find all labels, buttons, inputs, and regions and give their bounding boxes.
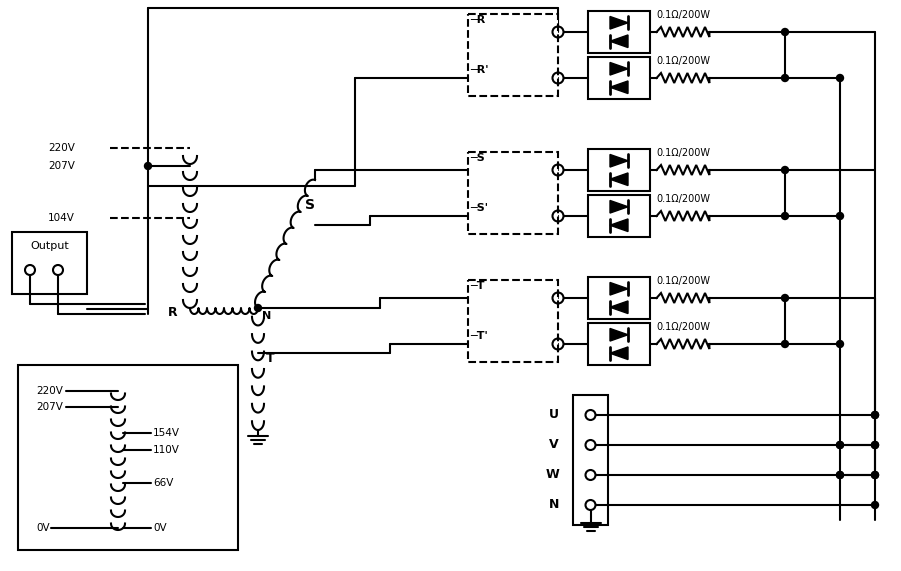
Bar <box>588 277 650 319</box>
Text: Output: Output <box>30 241 68 251</box>
Circle shape <box>871 412 878 419</box>
Polygon shape <box>610 35 628 47</box>
Circle shape <box>871 472 878 478</box>
Text: ─R': ─R' <box>470 65 488 75</box>
Text: 66V: 66V <box>153 478 173 488</box>
Text: 0.1Ω/200W: 0.1Ω/200W <box>656 148 710 158</box>
Bar <box>588 57 650 99</box>
Circle shape <box>836 441 843 448</box>
Text: 0.1Ω/200W: 0.1Ω/200W <box>656 276 710 286</box>
Circle shape <box>871 441 878 448</box>
Circle shape <box>871 501 878 509</box>
Polygon shape <box>610 81 628 94</box>
Bar <box>12 232 87 294</box>
Bar <box>468 280 558 362</box>
Circle shape <box>781 74 788 82</box>
Text: 104V: 104V <box>48 213 75 223</box>
Circle shape <box>836 472 843 478</box>
Text: ─S': ─S' <box>470 203 488 213</box>
Text: 110V: 110V <box>153 445 180 455</box>
Polygon shape <box>610 173 628 186</box>
Text: 0V: 0V <box>153 523 167 533</box>
Text: 0V: 0V <box>36 523 50 533</box>
Circle shape <box>836 340 843 348</box>
Polygon shape <box>610 283 628 295</box>
Text: 220V: 220V <box>48 143 75 153</box>
Circle shape <box>836 472 843 478</box>
Circle shape <box>781 340 788 348</box>
Text: ─T: ─T <box>470 281 485 291</box>
Bar <box>588 149 650 191</box>
Text: S: S <box>305 198 315 212</box>
Circle shape <box>781 295 788 301</box>
Text: 220V: 220V <box>36 386 63 396</box>
Bar <box>588 11 650 53</box>
Polygon shape <box>610 17 628 29</box>
Bar <box>18 365 238 550</box>
Circle shape <box>144 163 151 170</box>
Circle shape <box>836 212 843 219</box>
Text: N: N <box>549 498 559 512</box>
Polygon shape <box>610 219 628 231</box>
Text: T: T <box>266 352 275 364</box>
Circle shape <box>781 29 788 35</box>
Text: 207V: 207V <box>36 402 63 412</box>
Circle shape <box>781 167 788 174</box>
Text: 207V: 207V <box>48 161 75 171</box>
Polygon shape <box>610 328 628 341</box>
Text: 0.1Ω/200W: 0.1Ω/200W <box>656 322 710 332</box>
Circle shape <box>781 212 788 219</box>
Text: N: N <box>262 311 271 321</box>
Bar <box>588 195 650 237</box>
Bar <box>468 152 558 234</box>
Text: ─S: ─S <box>470 153 485 163</box>
Circle shape <box>254 304 261 312</box>
Text: 0.1Ω/200W: 0.1Ω/200W <box>656 194 710 204</box>
Bar <box>573 395 608 525</box>
Text: R: R <box>168 305 177 319</box>
Polygon shape <box>610 62 628 75</box>
Text: 154V: 154V <box>153 428 180 438</box>
Circle shape <box>836 441 843 448</box>
Text: 0.1Ω/200W: 0.1Ω/200W <box>656 56 710 66</box>
Circle shape <box>871 441 878 448</box>
Circle shape <box>871 472 878 478</box>
Polygon shape <box>610 347 628 360</box>
Text: W: W <box>545 468 559 481</box>
Polygon shape <box>610 301 628 313</box>
Polygon shape <box>610 155 628 167</box>
Text: ─R: ─R <box>470 15 486 25</box>
Polygon shape <box>610 200 628 213</box>
Bar <box>588 323 650 365</box>
Text: 0.1Ω/200W: 0.1Ω/200W <box>656 10 710 20</box>
Text: ─T': ─T' <box>470 331 487 341</box>
Circle shape <box>836 74 843 82</box>
Text: V: V <box>550 439 559 452</box>
Bar <box>468 14 558 96</box>
Circle shape <box>871 412 878 419</box>
Text: U: U <box>549 408 559 421</box>
